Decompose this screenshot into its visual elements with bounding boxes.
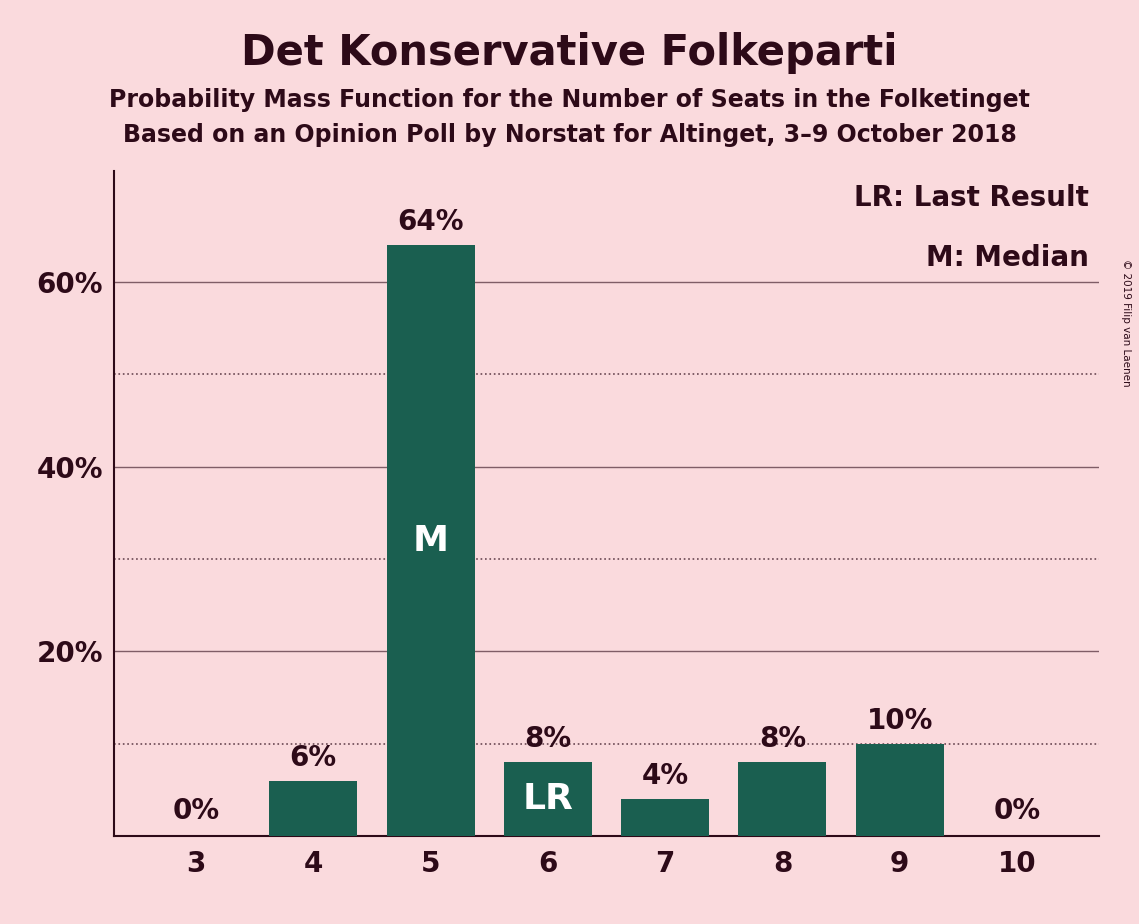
Text: 64%: 64% <box>398 208 464 236</box>
Text: LR: Last Result: LR: Last Result <box>854 184 1089 213</box>
Text: 4%: 4% <box>641 762 689 790</box>
Bar <box>738 762 827 836</box>
Text: Det Konservative Folkeparti: Det Konservative Folkeparti <box>241 32 898 74</box>
Text: Probability Mass Function for the Number of Seats in the Folketinget: Probability Mass Function for the Number… <box>109 88 1030 112</box>
Text: 0%: 0% <box>172 797 220 825</box>
Text: LR: LR <box>523 783 573 816</box>
Text: 8%: 8% <box>759 725 806 753</box>
Bar <box>621 799 710 836</box>
Text: 6%: 6% <box>289 744 337 772</box>
Bar <box>269 781 358 836</box>
Text: M: M <box>412 524 449 557</box>
Text: 10%: 10% <box>867 707 933 735</box>
Text: M: Median: M: Median <box>926 244 1089 273</box>
Text: 8%: 8% <box>524 725 572 753</box>
Bar <box>503 762 592 836</box>
Bar <box>855 744 944 836</box>
Text: Based on an Opinion Poll by Norstat for Altinget, 3–9 October 2018: Based on an Opinion Poll by Norstat for … <box>123 123 1016 147</box>
Text: 0%: 0% <box>993 797 1041 825</box>
Text: © 2019 Filip van Laenen: © 2019 Filip van Laenen <box>1121 259 1131 386</box>
Bar <box>386 245 475 836</box>
